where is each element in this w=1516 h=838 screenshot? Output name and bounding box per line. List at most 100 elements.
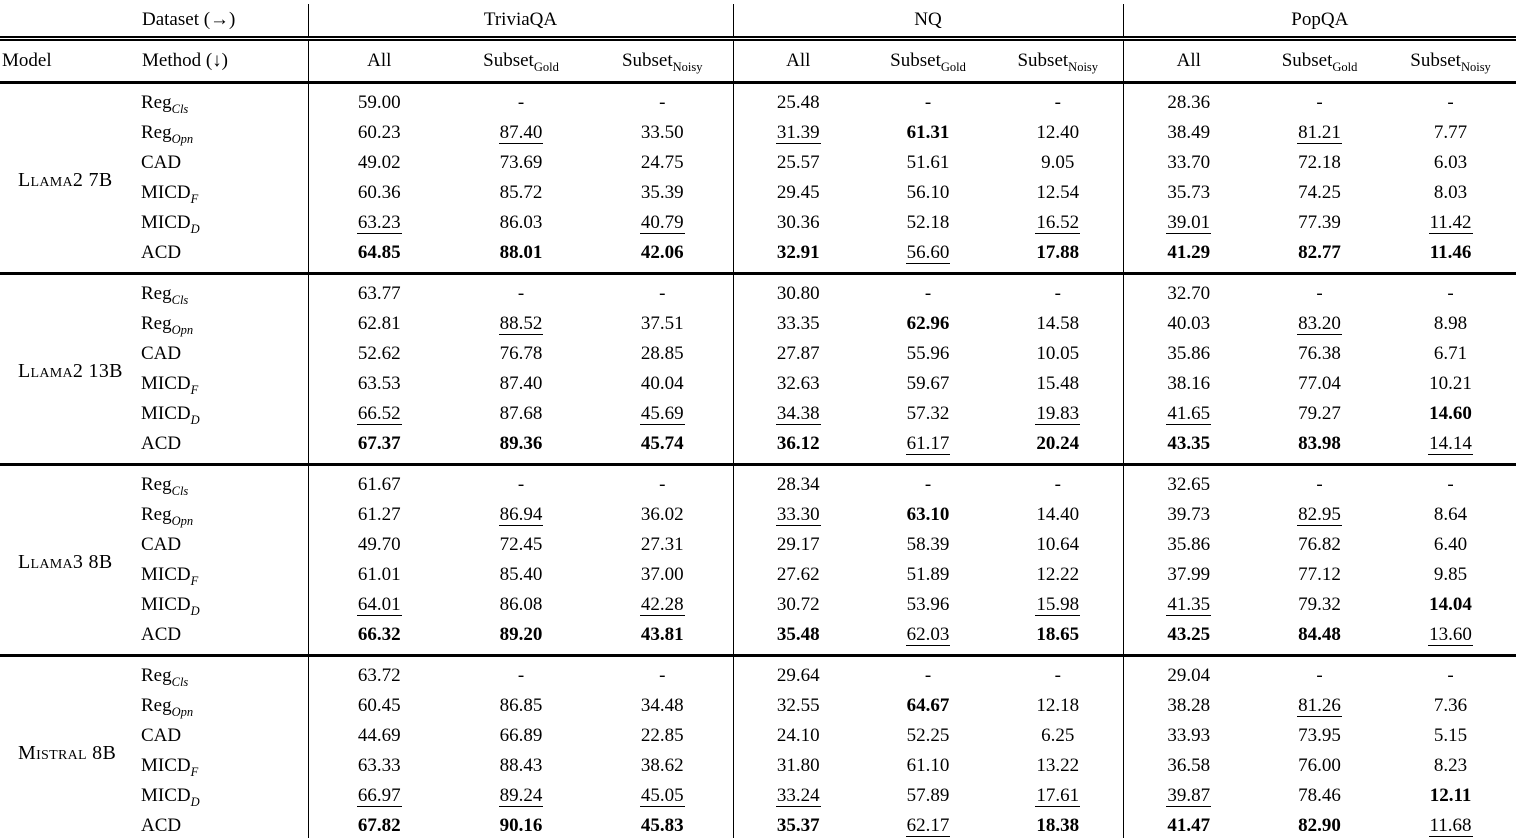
value-cell: - <box>659 283 666 304</box>
table-row: CAD 52.62 76.78 28.85 27.87 55.96 10.05 35.86 76… <box>0 339 1516 369</box>
value-cell: 60.45 <box>307 691 450 721</box>
underlined-value: 66.52 <box>356 403 402 425</box>
value-cell: 38.62 <box>640 755 684 776</box>
method-label: MICDF <box>141 755 199 779</box>
value-cell: 61.31 <box>906 122 950 143</box>
model-block-llama2-13b: Llama2 13B RegCls 63.77 - - 30.80 - - 32.70 - - Reg… <box>0 273 1516 465</box>
value-cell: 73.69 <box>499 152 543 173</box>
underlined-value: 33.24 <box>775 785 821 807</box>
value-cell: 67.37 <box>307 429 450 465</box>
method-label: MICDD <box>141 403 200 427</box>
value-cell: 49.02 <box>307 148 450 178</box>
underlined-value: 17.61 <box>1035 785 1081 807</box>
table-row: MICDF 61.01 85.40 37.00 27.62 51.89 12.22 37.99… <box>0 560 1516 590</box>
value-cell: 76.00 <box>1298 755 1341 776</box>
subscript-label: Gold <box>940 59 966 74</box>
model-block-mistral-8b: Mistral 8B RegCls 63.72 - - 29.64 - - 29.04 - - Reg… <box>0 655 1516 838</box>
value-cell: 63.72 <box>307 655 450 691</box>
table-row: CAD 49.70 72.45 27.31 29.17 58.39 10.64 35.86 76… <box>0 530 1516 560</box>
value-cell: 77.12 <box>1298 564 1341 585</box>
value-cell: 33.35 <box>732 309 864 339</box>
table-row: Llama3 8B RegCls 61.67 - - 28.34 - - 32.65 - - <box>0 464 1516 573</box>
value-cell: 27.87 <box>732 339 864 369</box>
table-row: RegOpn 60.45 86.85 34.48 32.55 64.67 12.18 38.2… <box>0 691 1516 721</box>
value-cell: 15.98 <box>993 590 1123 620</box>
underlined-value: 41.65 <box>1166 403 1212 425</box>
col-header-triviaqa-gold: SubsetGold <box>450 38 592 84</box>
method-label: CAD <box>141 725 182 746</box>
value-cell: 86.94 <box>450 500 592 530</box>
value-cell: 34.48 <box>640 695 684 716</box>
underlined-value: 19.83 <box>1035 403 1081 425</box>
subscript-label: Opn <box>171 704 194 719</box>
subscript-label: Noisy <box>672 59 703 74</box>
method-label: MICDD <box>141 212 200 236</box>
value-cell: 42.28 <box>592 590 733 620</box>
value-cell: 77.39 <box>1298 212 1341 233</box>
underlined-value: 14.14 <box>1428 433 1473 455</box>
underlined-value: 42.28 <box>639 594 685 616</box>
value-cell: 27.62 <box>732 560 864 590</box>
table-row: MICDD 66.52 87.68 45.69 34.38 57.32 19.83 41.65… <box>0 399 1516 429</box>
method-label: RegCls <box>141 283 189 307</box>
underlined-value: 31.39 <box>775 122 821 144</box>
value-cell: 64.85 <box>307 238 450 274</box>
value-cell: 8.98 <box>1433 313 1468 334</box>
value-cell: 12.22 <box>1036 564 1080 585</box>
value-cell: 38.49 <box>1122 118 1255 148</box>
value-cell: 15.48 <box>1036 373 1080 394</box>
method-label: CAD <box>141 534 182 555</box>
value-cell: 86.08 <box>499 594 543 615</box>
value-cell: 33.24 <box>732 781 864 811</box>
value-cell: 63.77 <box>307 273 450 309</box>
value-cell: 88.43 <box>499 755 543 776</box>
value-cell: 60.36 <box>307 178 450 208</box>
value-cell: 41.35 <box>1122 590 1255 620</box>
subscript-label: D <box>190 221 200 236</box>
underlined-value: 87.40 <box>498 122 544 144</box>
subscript-label: D <box>190 794 200 809</box>
method-label: MICDD <box>141 594 200 618</box>
subscript-label: F <box>190 764 199 779</box>
method-label: RegCls <box>141 474 189 498</box>
value-cell: 53.96 <box>906 594 950 615</box>
value-cell: 85.72 <box>499 182 543 203</box>
value-cell: - <box>1316 283 1323 304</box>
subscript-label: Gold <box>533 59 559 74</box>
subscript-label: F <box>190 382 199 397</box>
underlined-value: 64.01 <box>356 594 402 616</box>
model-label: Mistral 8B <box>18 741 117 764</box>
value-cell: 33.70 <box>1122 148 1255 178</box>
method-label: MICDD <box>141 785 200 809</box>
value-cell: 41.65 <box>1122 399 1255 429</box>
col-header-popqa-all: All <box>1122 38 1255 84</box>
table-row: CAD 44.69 66.89 22.85 24.10 52.25 6.25 33.93 73.… <box>0 721 1516 751</box>
value-cell: 37.00 <box>640 564 684 585</box>
value-cell: 66.32 <box>307 620 450 656</box>
method-label: RegCls <box>141 92 189 116</box>
value-cell: - <box>1054 283 1061 304</box>
value-cell: 52.25 <box>906 725 950 746</box>
method-label: RegOpn <box>141 313 194 337</box>
value-cell: 30.36 <box>732 208 864 238</box>
value-cell: 28.34 <box>732 464 864 500</box>
results-table: Dataset (→) TriviaQA NQ PopQA Model Meth… <box>0 4 1516 838</box>
underlined-value: 41.35 <box>1166 594 1212 616</box>
value-cell: 14.60 <box>1429 403 1472 424</box>
value-cell: 12.54 <box>1036 182 1080 203</box>
col-header-popqa-gold: SubsetGold <box>1254 38 1386 84</box>
method-label: ACD <box>141 624 182 645</box>
dataset-header-nq: NQ <box>732 4 1124 41</box>
underlined-value: 63.23 <box>356 212 402 234</box>
value-cell: 14.58 <box>1036 313 1080 334</box>
value-cell: 73.95 <box>1298 725 1341 746</box>
value-cell: 32.91 <box>732 238 864 274</box>
model-column-header: Model <box>0 38 140 84</box>
value-cell: 63.10 <box>906 504 950 525</box>
underlined-value: 89.24 <box>498 785 544 807</box>
value-cell: 66.97 <box>307 781 450 811</box>
value-cell: 45.83 <box>640 815 684 836</box>
method-label: RegOpn <box>141 122 194 146</box>
value-cell: 8.23 <box>1433 755 1468 776</box>
